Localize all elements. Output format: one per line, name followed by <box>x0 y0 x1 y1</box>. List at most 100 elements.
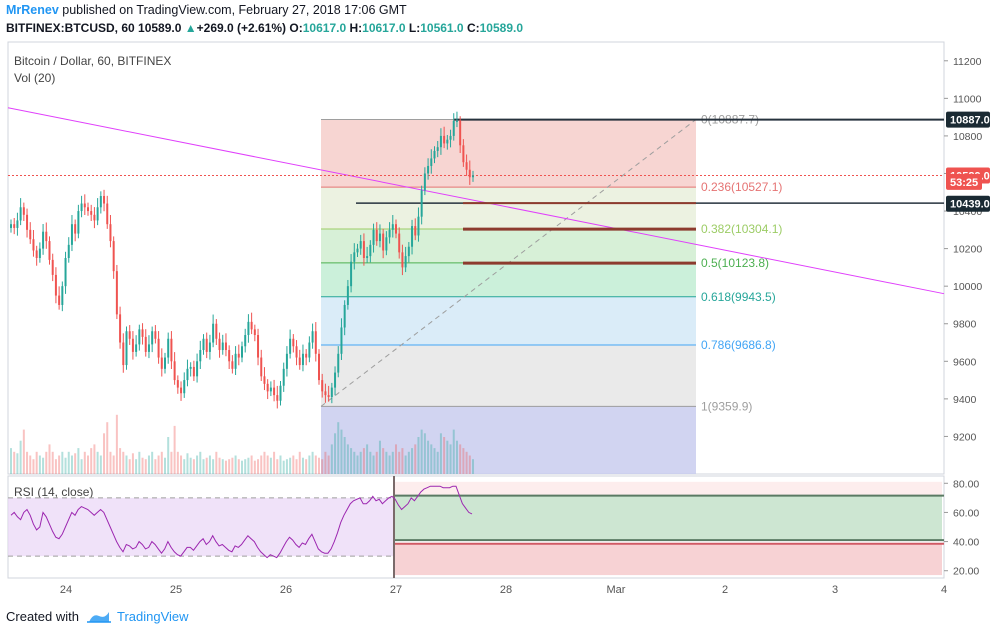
candle-body <box>218 338 221 351</box>
x-tick-label: 3 <box>832 584 838 596</box>
volume-bar <box>462 448 465 474</box>
candle-body <box>244 335 247 347</box>
fib-zone <box>321 345 696 407</box>
candle-body <box>382 233 385 251</box>
volume-bar <box>279 455 282 474</box>
candle-body <box>208 342 211 352</box>
candle-body <box>183 380 186 394</box>
volume-bar <box>157 455 160 474</box>
volume-bar <box>404 455 407 474</box>
volume-bar <box>183 459 186 474</box>
volume-bar <box>67 451 70 474</box>
candle-body <box>391 224 394 230</box>
candle-body <box>465 162 468 170</box>
candle-body <box>221 342 224 351</box>
candle-body <box>228 350 231 362</box>
candle-body <box>398 233 401 253</box>
candle-body <box>276 395 279 401</box>
volume-bar <box>285 459 288 474</box>
author-link[interactable]: MrRenev <box>6 3 59 17</box>
candle-body <box>269 387 272 392</box>
candle-body <box>51 259 54 275</box>
candle-body <box>61 286 64 305</box>
volume-bar <box>436 451 439 474</box>
volume-bar <box>93 444 96 474</box>
volume-bar <box>269 457 272 474</box>
candle-body <box>468 169 471 178</box>
fib-zone <box>321 262 696 297</box>
last-price: 10589.0 <box>138 21 182 35</box>
volume-bar <box>180 455 183 474</box>
candle-body <box>411 226 414 247</box>
volume-bar <box>362 448 365 474</box>
candle-body <box>285 353 288 369</box>
candle-body <box>407 246 410 257</box>
candle-body <box>446 139 449 144</box>
candle-body <box>199 350 202 362</box>
volume-bar <box>420 429 423 474</box>
volume-bar <box>212 459 215 474</box>
volume-bar <box>215 451 218 474</box>
candle-body <box>115 271 118 315</box>
candle-body <box>433 150 436 159</box>
tradingview-link[interactable]: TradingView <box>116 609 189 624</box>
low-value: 10561.0 <box>420 21 464 35</box>
candle-body <box>257 335 260 358</box>
open-label: O: <box>289 21 303 35</box>
candle-body <box>353 252 356 262</box>
candle-body <box>237 353 240 358</box>
candle-body <box>160 357 163 369</box>
rsi-y-tick-label: 20.00 <box>953 566 979 578</box>
chart-canvas[interactable]: 0(10887.7)0.236(10527.1)0.382(10304.1)0.… <box>0 0 1002 606</box>
price-tag-label: 10439.0 <box>950 199 990 211</box>
volume-bar <box>38 455 41 474</box>
volume-bar <box>151 451 154 474</box>
volume-bar <box>324 451 327 474</box>
publish-info: published on TradingView.com, February 2… <box>58 3 407 17</box>
candle-body <box>192 366 195 377</box>
candle-body <box>292 338 295 347</box>
volume-bar <box>468 455 471 474</box>
volume-bar <box>189 457 192 474</box>
candle-body <box>13 224 16 228</box>
volume-bar <box>115 414 118 474</box>
candle-body <box>122 342 125 366</box>
fib-level-label: 0.786(9686.8) <box>701 338 776 352</box>
candle-body <box>401 252 404 268</box>
tradingview-logo-icon <box>86 611 111 623</box>
volume-bar <box>427 440 430 474</box>
volume-bar <box>318 457 320 474</box>
volume-bar <box>106 422 109 474</box>
price-tag-label: 10887.0 <box>950 115 990 127</box>
candle-body <box>318 353 320 381</box>
candle-body <box>90 211 93 215</box>
volume-bar <box>160 451 163 474</box>
volume-bar <box>64 457 67 474</box>
candle-body <box>93 214 96 221</box>
candle-body <box>366 256 369 258</box>
volume-bar <box>356 455 359 474</box>
volume-bar <box>472 459 474 474</box>
volume-bar <box>131 453 134 474</box>
candle-body <box>337 353 340 373</box>
volume-bar <box>417 437 420 474</box>
candle-body <box>414 226 417 236</box>
volume-bar <box>423 433 426 474</box>
volume-bar <box>48 444 51 474</box>
volume-bar <box>411 448 414 474</box>
volume-bar <box>388 455 391 474</box>
symbol-label: BITFINEX:BTCUSD, 60 <box>6 21 135 35</box>
volume-bar <box>128 459 131 474</box>
volume-bar <box>276 459 279 474</box>
candle-body <box>135 344 138 352</box>
y-tick-label: 10800 <box>953 131 982 143</box>
volume-bar <box>96 451 99 474</box>
volume-bar <box>196 455 199 474</box>
candle-body <box>449 135 452 140</box>
candle-body <box>131 338 134 352</box>
rsi-line <box>10 485 473 559</box>
candle-body <box>112 241 115 272</box>
candle-body <box>144 336 147 352</box>
rsi-title: RSI (14, close) <box>14 485 93 499</box>
candle-body <box>282 368 285 386</box>
